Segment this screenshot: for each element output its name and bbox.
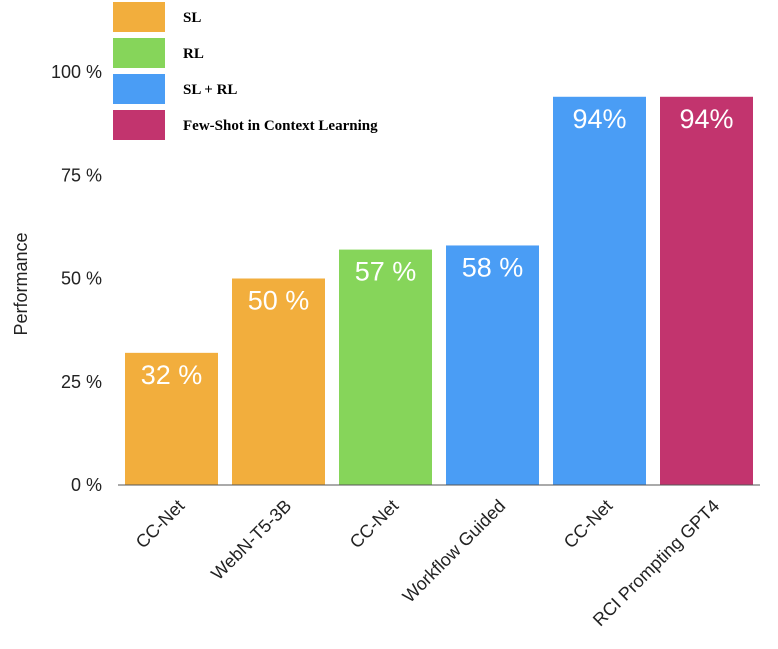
legend-swatch xyxy=(113,110,165,140)
data-label: 57 % xyxy=(355,257,417,287)
x-tick-label: Workflow Guided xyxy=(399,496,510,607)
y-tick-label: 75 % xyxy=(61,165,102,185)
data-label: 94% xyxy=(572,104,626,134)
data-label: 58 % xyxy=(462,252,524,282)
y-axis: 0 % 25 % 50 % 75 % 100 % xyxy=(51,62,102,495)
y-tick-label: 100 % xyxy=(51,62,102,82)
bar xyxy=(232,278,325,485)
data-label: 50 % xyxy=(248,286,310,316)
y-tick-label: 50 % xyxy=(61,269,102,289)
y-axis-label: Performance xyxy=(11,232,31,335)
y-tick-label: 25 % xyxy=(61,372,102,392)
data-label: 32 % xyxy=(141,360,203,390)
bar xyxy=(125,352,218,485)
legend: SL RL SL + RL Few-Shot in Context Learning xyxy=(113,2,378,140)
bar xyxy=(339,249,432,485)
y-tick-label: 0 % xyxy=(71,475,102,495)
x-tick-label: CC-Net xyxy=(346,496,403,553)
bar xyxy=(660,96,753,485)
legend-label: SL xyxy=(183,10,201,26)
legend-label: SL + RL xyxy=(183,82,237,98)
legend-label: RL xyxy=(183,46,204,62)
legend-swatch xyxy=(113,38,165,68)
bar xyxy=(553,96,646,485)
x-tick-label: CC-Net xyxy=(132,496,189,553)
bar xyxy=(446,245,539,485)
legend-swatch xyxy=(113,2,165,32)
bars: 32 % 50 % 57 % 58 % 94% 94% xyxy=(125,96,753,485)
x-tick-label: CC-Net xyxy=(560,496,617,553)
data-label: 94% xyxy=(679,104,733,134)
legend-label: Few-Shot in Context Learning xyxy=(183,118,378,134)
x-tick-label: WebN-T5-3B xyxy=(207,496,295,584)
legend-swatch xyxy=(113,74,165,104)
